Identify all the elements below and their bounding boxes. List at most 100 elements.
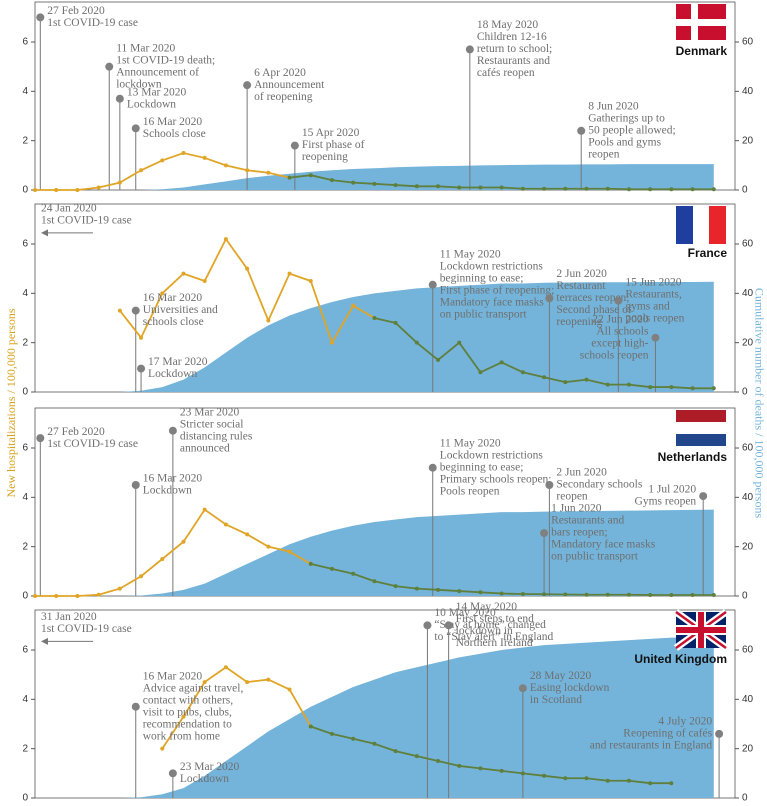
- hospitalization-point: [414, 184, 419, 189]
- event-date: 4 July 2020: [658, 716, 712, 728]
- hospitalization-point: [266, 318, 271, 323]
- hospitalization-point: [605, 186, 610, 191]
- event-marker: [540, 529, 549, 538]
- event-text: Second phase of: [556, 304, 632, 316]
- hospitalization-point: [266, 677, 271, 682]
- event-marker: [545, 294, 554, 303]
- event-marker: [131, 124, 140, 133]
- event-text: Gatherings up to: [588, 112, 665, 124]
- hospitalization-point: [436, 357, 441, 362]
- hospitalization-point: [202, 680, 207, 685]
- death-area: [35, 164, 714, 190]
- hospitalization-point: [605, 778, 610, 783]
- hospitalization-point: [436, 759, 441, 763]
- event-marker: [518, 684, 527, 693]
- hospitalization-point: [351, 303, 356, 308]
- y2-tick-label: 40: [742, 694, 754, 705]
- y2-tick-label: 20: [742, 541, 754, 552]
- y-tick-label: 6: [22, 37, 28, 48]
- hospitalization-point: [372, 741, 377, 746]
- hospitalization-point: [287, 549, 292, 554]
- event-date: 2 Jun 2020: [556, 467, 607, 479]
- hospitalization-point: [181, 539, 186, 544]
- event-marker: [243, 81, 252, 90]
- y2-tick-label: 20: [742, 135, 754, 146]
- hospitalization-point: [329, 340, 334, 345]
- event-marker: [36, 13, 45, 22]
- event-marker: [423, 621, 432, 630]
- hospitalization-point: [542, 592, 547, 597]
- hospitalization-point: [563, 186, 568, 191]
- hospitalization-point: [393, 749, 398, 754]
- country-name: United Kingdom: [634, 652, 727, 666]
- hospitalization-point: [457, 763, 462, 768]
- y2-tick-label: 0: [742, 793, 748, 804]
- event-text: schools close: [143, 316, 204, 328]
- event-text: to “Stay alert” in England: [434, 631, 553, 643]
- y-tick-label: 2: [22, 337, 28, 348]
- event-text: reopen: [588, 148, 620, 160]
- hospitalization-line: [35, 508, 312, 597]
- event-text: Restaurants and: [551, 515, 624, 527]
- event-text: “Stay at home” changed: [434, 619, 546, 631]
- event-marker: [577, 126, 586, 135]
- hospitalization-point: [308, 279, 313, 283]
- hospitalization-point: [457, 340, 462, 345]
- event-marker: [36, 434, 45, 443]
- hospitalization-point: [648, 187, 653, 192]
- hospitalization-point: [626, 187, 631, 192]
- y2-tick-label: 40: [742, 492, 754, 503]
- hospitalization-point: [329, 178, 334, 183]
- event-text: gyms and: [625, 300, 670, 312]
- y2-tick-label: 60: [742, 443, 754, 454]
- flag-netherlands: [676, 410, 726, 446]
- hospitalization-point: [351, 571, 356, 576]
- event-text: in Scotland: [530, 694, 582, 706]
- hospitalization-point: [542, 186, 547, 191]
- hospitalization-point: [75, 594, 80, 598]
- event-text: 1st COVID-19 case: [47, 438, 138, 450]
- y-tick-label: 2: [22, 135, 28, 146]
- country-name: Denmark: [676, 44, 728, 58]
- y-tick-label: 2: [22, 743, 28, 754]
- y2-tick-label: 20: [742, 743, 754, 754]
- hospitalization-point: [690, 593, 695, 598]
- event-text: and restaurants in England: [590, 740, 713, 752]
- hospitalization-point: [75, 188, 80, 192]
- event-marker: [428, 463, 437, 472]
- event-date: 31 Jan 2020: [41, 611, 97, 623]
- hospitalization-point: [139, 335, 144, 340]
- hospitalization-point: [563, 380, 568, 385]
- hospitalization-point: [308, 724, 313, 729]
- y-tick-label: 6: [22, 239, 28, 250]
- y-axis-label: New hospitalizations / 100,000 persons: [4, 308, 18, 497]
- hospitalization-point: [711, 593, 716, 598]
- hospitalization-point: [96, 592, 101, 597]
- hospitalization-point: [690, 187, 695, 192]
- hospitalization-point: [245, 680, 250, 685]
- hospitalization-point: [414, 754, 419, 759]
- event-date: 15 Jun 2020: [625, 276, 681, 288]
- hospitalization-point: [626, 778, 631, 783]
- hospitalization-point: [160, 291, 165, 296]
- hospitalization-point: [181, 271, 186, 276]
- y2-tick-label: 60: [742, 37, 754, 48]
- hospitalization-point: [520, 370, 525, 375]
- hospitalization-point: [245, 532, 250, 537]
- event-text: Lockdown: [148, 368, 197, 380]
- event-marker: [105, 62, 114, 71]
- event-date: 13 Mar 2020: [127, 86, 187, 98]
- hospitalization-point: [520, 592, 525, 597]
- event-marker: [444, 621, 453, 630]
- y-tick-label: 0: [22, 591, 28, 602]
- event-text: except high-: [591, 337, 648, 349]
- hospitalization-point: [669, 781, 674, 786]
- event-date: 1 Jun 2020: [551, 503, 602, 515]
- hospitalization-point: [139, 168, 144, 173]
- event-text: Restaurant: [556, 280, 606, 292]
- flag-uk: [673, 609, 729, 651]
- hospitalization-line: [310, 563, 714, 596]
- event-date: 24 Jan 2020: [41, 203, 97, 215]
- event-marker: [290, 141, 299, 150]
- event-date: 2 Jun 2020: [556, 268, 607, 280]
